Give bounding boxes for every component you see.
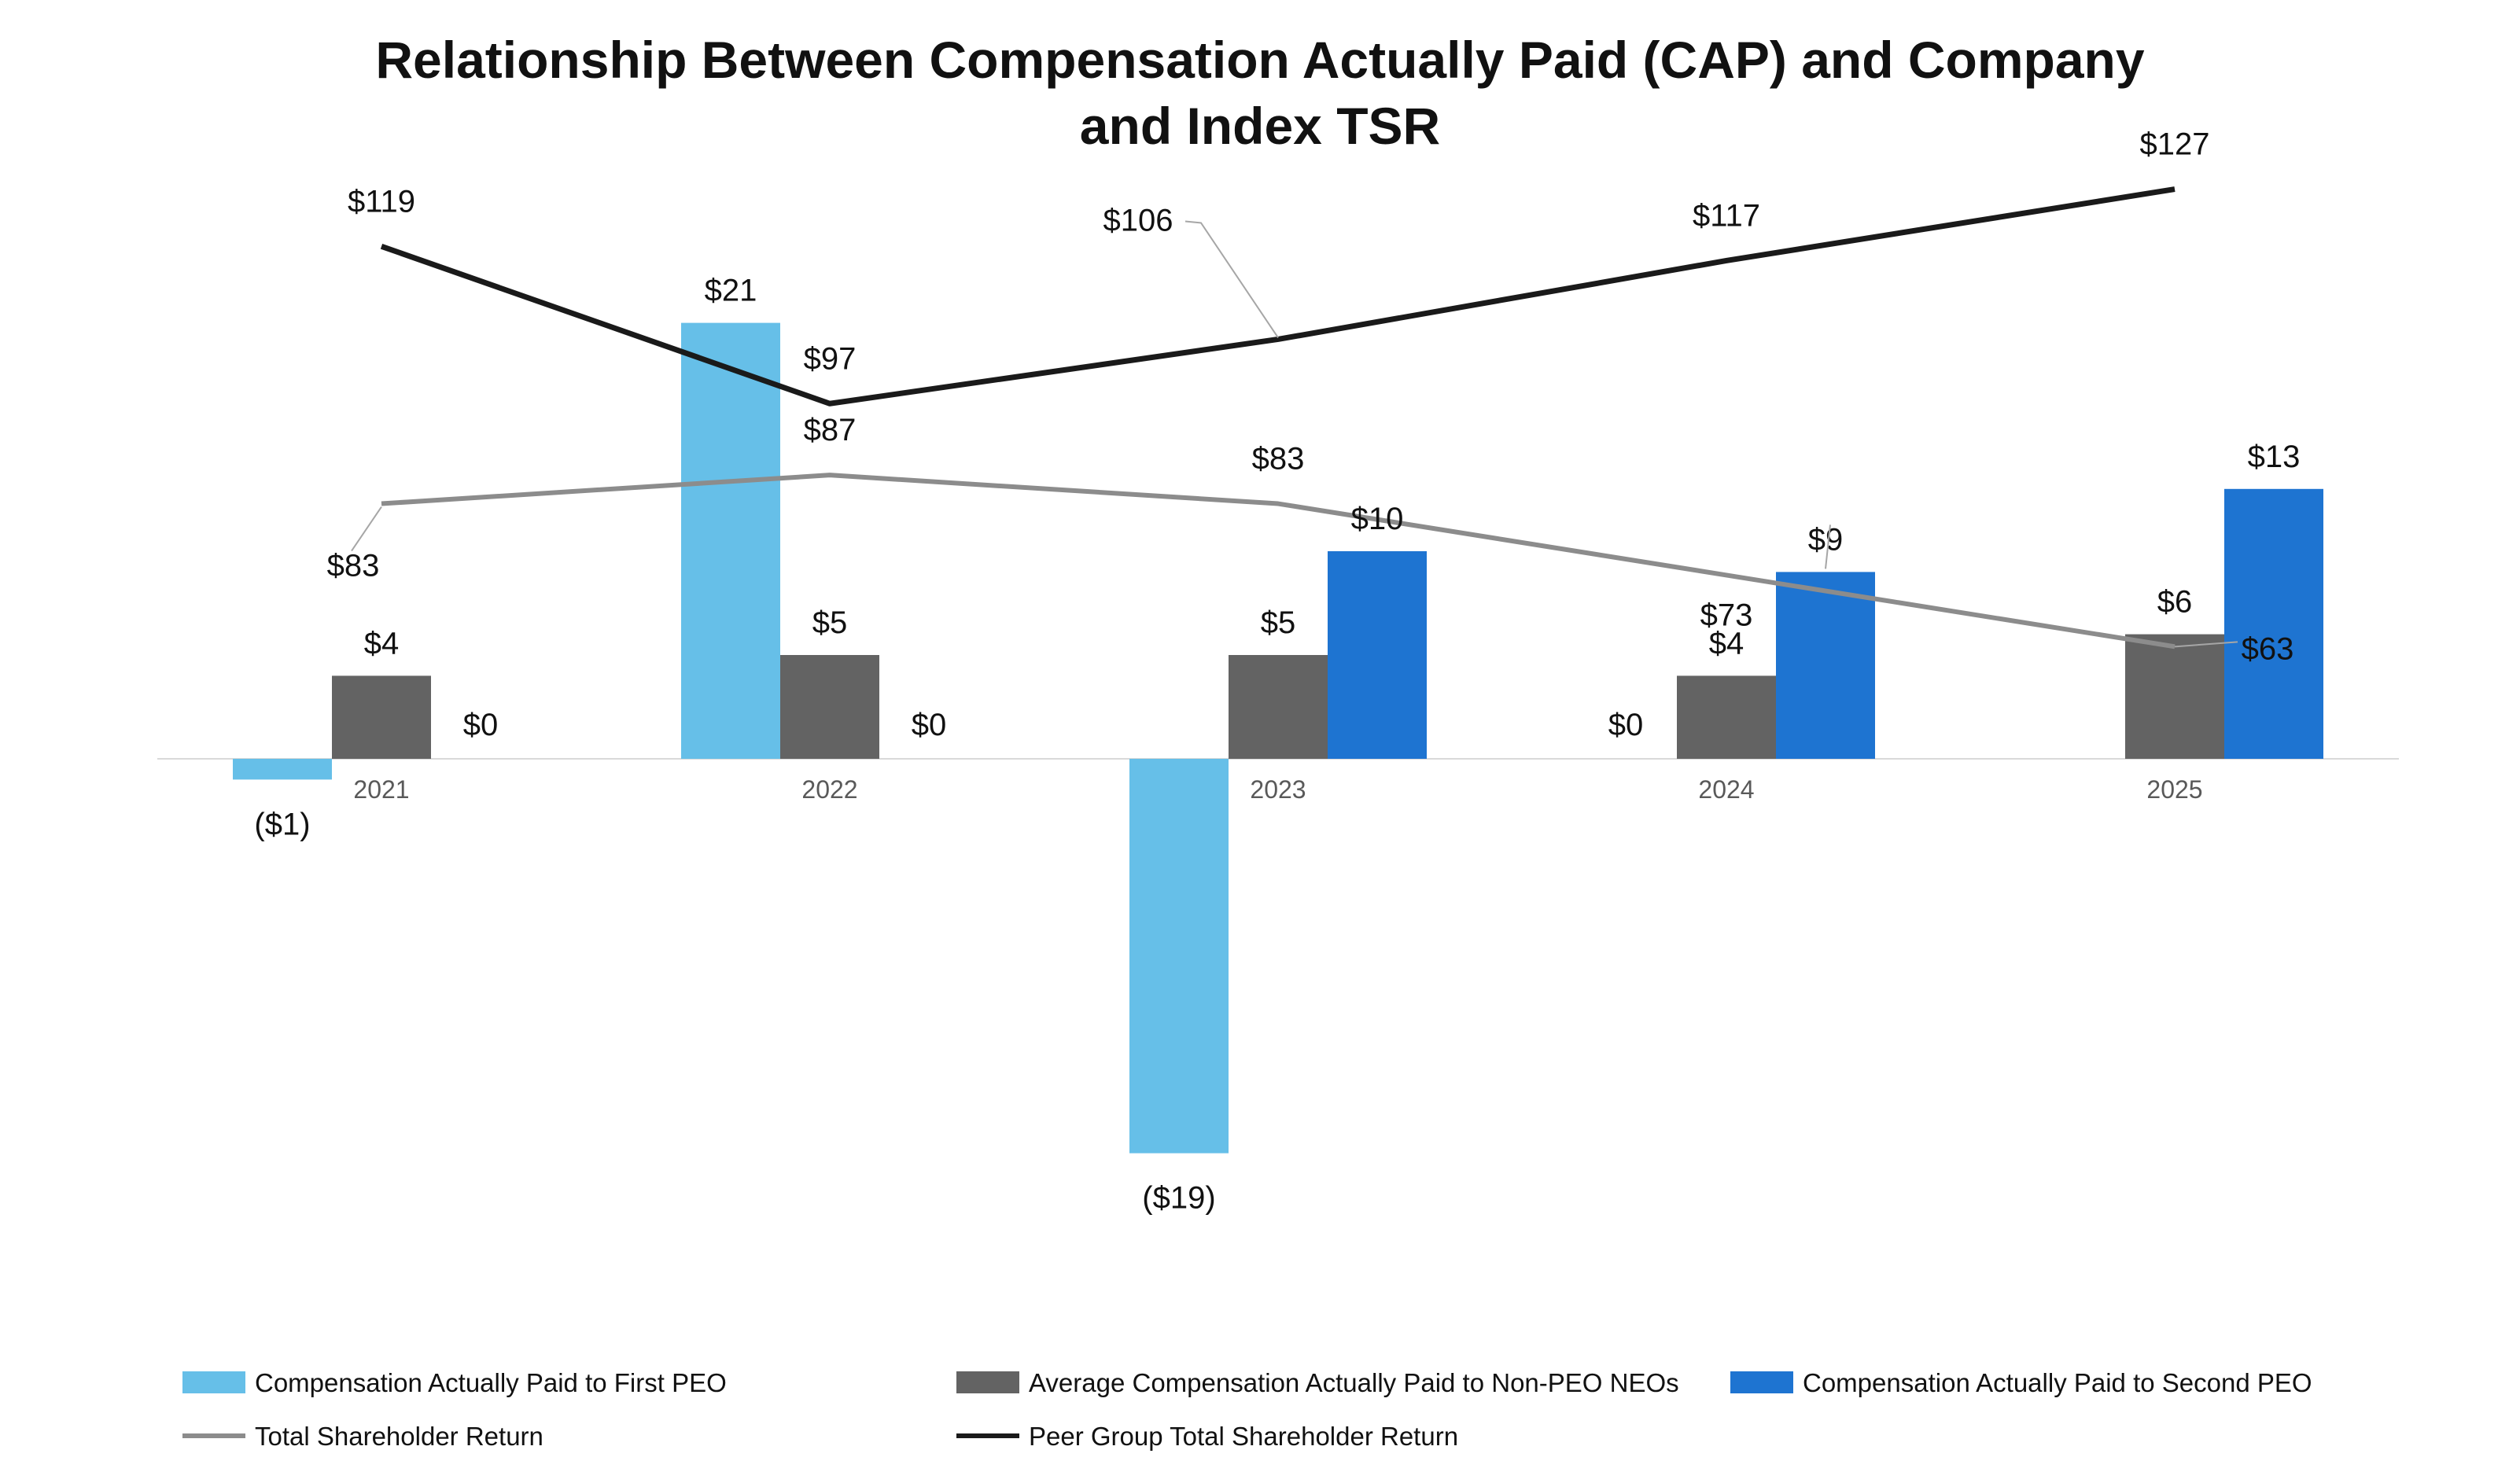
peer-tsr-data-label: $127 [2140, 127, 2210, 162]
tsr-data-label: $73 [1700, 598, 1753, 632]
bar-data-label: $5 [1261, 605, 1296, 640]
bar-data-label: $0 [912, 708, 947, 742]
tsr-data-label: $87 [804, 413, 857, 447]
legend-label: Compensation Actually Paid to Second PEO [1803, 1368, 2312, 1397]
bar [1677, 675, 1776, 759]
bar [780, 655, 879, 759]
bar-data-label: $13 [2248, 440, 2301, 474]
bar-data-label: $6 [2157, 585, 2193, 620]
peer-tsr-data-label: $106 [1103, 203, 1173, 237]
bar-data-label: $9 [1808, 522, 1844, 557]
bar-data-label: $5 [812, 605, 848, 640]
legend-swatch [182, 1371, 245, 1393]
leader-line [2174, 641, 2238, 648]
chart-title-line-2: and Index TSR [1079, 97, 1441, 155]
x-tick-label: 2021 [353, 775, 409, 804]
chart-title-line-1: Relationship Between Compensation Actual… [375, 31, 2145, 89]
legend-label: Total Shareholder Return [255, 1422, 543, 1451]
legend-label: Compensation Actually Paid to First PEO [255, 1368, 727, 1397]
bar-data-label: $10 [1351, 502, 1404, 536]
leader-line [1825, 524, 1831, 569]
legend-swatch [956, 1371, 1019, 1393]
tsr-data-label: $63 [2242, 631, 2294, 666]
bar [1229, 655, 1328, 759]
bar-data-label: $21 [705, 274, 757, 308]
bar [2224, 488, 2323, 759]
leader-line [351, 506, 382, 552]
peer-tsr-data-label: $117 [1693, 198, 1760, 233]
tsr-line [381, 473, 2176, 650]
x-tick-label: 2022 [801, 775, 857, 804]
bar [1776, 572, 1875, 759]
peer-tsr-data-label: $119 [348, 184, 415, 219]
legend-label: Average Compensation Actually Paid to No… [1029, 1368, 1679, 1397]
legend-label: Peer Group Total Shareholder Return [1029, 1422, 1458, 1451]
bar [2125, 634, 2224, 759]
peer-tsr-line [380, 186, 2176, 407]
legend-swatch [1730, 1371, 1793, 1393]
bar [681, 322, 780, 760]
bar-data-label: $4 [364, 626, 400, 661]
bar-data-label: $0 [463, 708, 499, 742]
bar-data-label: $4 [1709, 626, 1744, 661]
x-tick-label: 2023 [1250, 775, 1306, 804]
tsr-data-label: $83 [1252, 442, 1305, 477]
peer-tsr-data-label: $97 [804, 341, 857, 376]
extra-data-label: $0 [1608, 708, 1644, 742]
bar-data-label: ($1) [254, 807, 310, 841]
bar [1129, 759, 1229, 1154]
bar [332, 675, 431, 759]
tsr-data-label: $83 [327, 549, 380, 583]
bar [1328, 551, 1427, 759]
leader-line [1184, 220, 1279, 339]
x-tick-label: 2025 [2146, 775, 2202, 804]
bar [233, 759, 332, 780]
chart-title: Relationship Between Compensation Actual… [0, 27, 2520, 159]
x-tick-label: 2024 [1698, 775, 1754, 804]
bar-data-label: ($19) [1142, 1181, 1215, 1216]
